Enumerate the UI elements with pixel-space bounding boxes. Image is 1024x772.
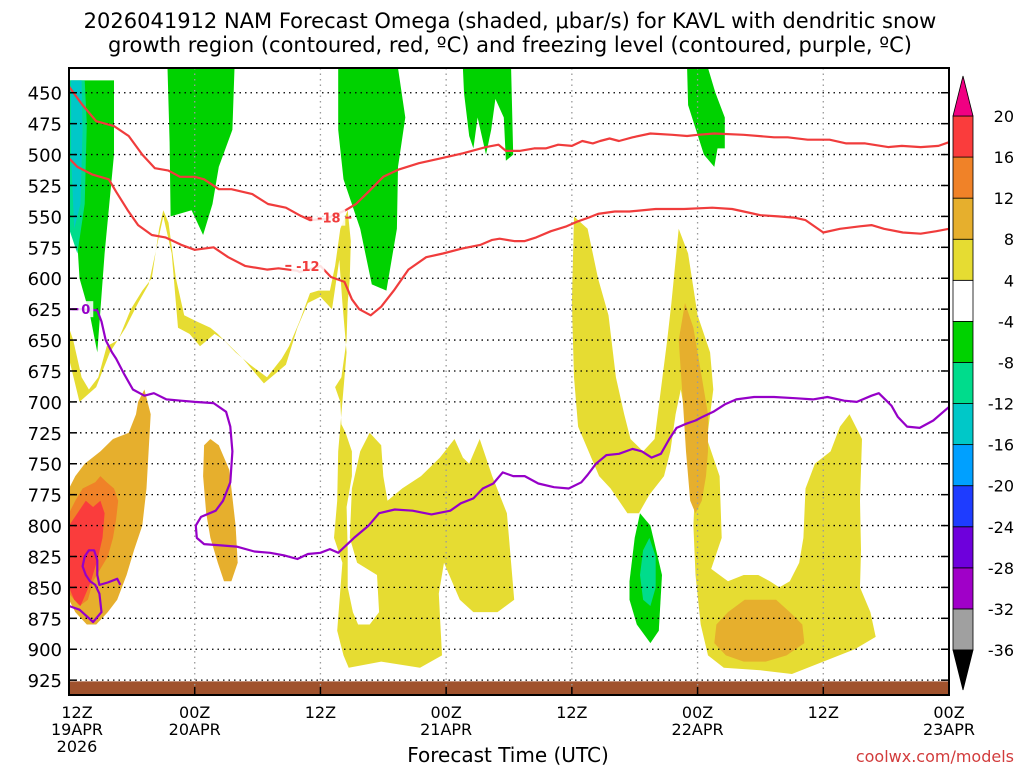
y-tick-label: 800	[28, 517, 62, 538]
colorbar-bin-2	[952, 526, 974, 569]
contour-dgz-minus18-upper	[69, 85, 949, 222]
x-tick-label-1: 00Z	[682, 703, 713, 722]
y-tick-label: 550	[28, 207, 62, 228]
pressure-axis: 450 475 500 525 550 575 600 625 650 675 700 725 750 7…	[28, 84, 949, 692]
y-tick-label: 850	[28, 578, 62, 599]
colorbar-bin-11	[952, 156, 974, 199]
y-tick-label: 500	[28, 146, 62, 167]
contour-label-bg-freezing-level-0	[78, 301, 94, 318]
x-tick-label-1: 12Z	[61, 703, 92, 722]
grid	[69, 68, 949, 695]
colorbar-bin-7	[952, 320, 974, 363]
x-tick-label-2: 21APR	[420, 720, 472, 739]
x-tick-label-2: 22APR	[672, 720, 724, 739]
plot-frame	[68, 67, 950, 696]
y-tick-label: 900	[28, 640, 62, 661]
colorbar-label: 12	[994, 189, 1014, 208]
colorbar-bin-10	[952, 197, 974, 240]
y-tick-label: 625	[28, 300, 62, 321]
contour-label-bg-dgz-minus18-upper	[312, 209, 346, 226]
y-tick-label: 825	[28, 547, 62, 568]
y-tick-label: 675	[28, 362, 62, 383]
contour-freezing-level-0-loop	[69, 549, 122, 624]
colorbar-label: -36	[988, 641, 1014, 660]
colorbar-bin-4	[952, 444, 974, 487]
x-tick-label-1: 12Z	[808, 703, 839, 722]
colorbar-label: 4	[1004, 271, 1014, 290]
colorbar-label: -8	[998, 353, 1014, 372]
colorbar-bin-8	[952, 279, 974, 322]
contour-dgz-minus12-lower	[69, 157, 949, 317]
omega-region-4-10	[571, 216, 876, 674]
x-tick-label-1: 00Z	[430, 703, 461, 722]
colorbar-label: -4	[998, 312, 1014, 331]
omega-region--4-3	[167, 68, 235, 235]
contour-freezing-level-0	[69, 308, 949, 561]
omega-region-4-9	[69, 210, 515, 668]
colorbar-top-triangle	[952, 75, 974, 117]
x-tick-label-1: 12Z	[305, 703, 336, 722]
colorbar-label: -12	[988, 395, 1014, 414]
y-tick-label: 700	[28, 393, 62, 414]
contour-label-dgz-minus12-lower: -12	[296, 260, 320, 275]
colorbar-label: -24	[988, 518, 1014, 537]
omega-region-ground-17	[69, 681, 949, 695]
x-tick-label-1: 12Z	[556, 703, 587, 722]
chart-title-line2: growth region (contoured, red, ºC) and f…	[108, 33, 912, 57]
x-tick-label-2: 20APR	[169, 720, 221, 739]
colorbar-label: 16	[994, 148, 1014, 167]
colorbar-bin-3	[952, 485, 974, 528]
omega-region--8-8	[640, 537, 656, 606]
y-tick-label: 750	[28, 455, 62, 476]
colorbar-bin-5	[952, 403, 974, 446]
colorbar-bottom-triangle	[952, 649, 974, 691]
credit-text: coolwx.com/models	[856, 747, 1014, 766]
x-tick-label-2: 23APR	[923, 720, 975, 739]
colorbar-bin-1	[952, 567, 974, 610]
colorbar-label: -16	[988, 436, 1014, 455]
x-tick-label-2: 19APR	[51, 720, 103, 739]
omega-region-8-15	[678, 303, 708, 514]
chart-title-line1: 2026041912 NAM Forecast Omega (shaded, μ…	[84, 9, 937, 33]
y-tick-label: 525	[28, 176, 62, 197]
colorbar: 20 16 12 8 4 -4 -8 -12 -16 -20 -24 -28 -32 -36	[952, 75, 1014, 691]
omega-region-8-16	[714, 599, 805, 662]
contour-lines	[69, 85, 949, 624]
colorbar-label: -28	[988, 559, 1014, 578]
y-tick-label: 600	[28, 269, 62, 290]
y-tick-label: 725	[28, 424, 62, 445]
y-tick-label: 575	[28, 238, 62, 259]
x-tick-label-1: 00Z	[179, 703, 210, 722]
y-tick-label: 775	[28, 486, 62, 507]
contour-label-bg-dgz-minus12-lower	[291, 257, 325, 274]
colorbar-label: 8	[1004, 230, 1014, 249]
omega-shading	[69, 68, 949, 695]
colorbar-bin-0	[952, 608, 974, 651]
contour-label-dgz-minus18-upper: -18	[317, 212, 341, 227]
y-tick-label: 875	[28, 609, 62, 630]
x-tick-label-1: 00Z	[933, 703, 964, 722]
x-tick-label-3: 2026	[57, 737, 98, 756]
y-tick-label: 450	[28, 84, 62, 105]
y-tick-label: 475	[28, 115, 62, 136]
colorbar-bin-12	[952, 115, 974, 158]
y-tick-label: 925	[28, 671, 62, 692]
y-tick-label: 650	[28, 331, 62, 352]
x-axis-label: Forecast Time (UTC)	[407, 743, 609, 767]
contour-labels: -18 -12 0	[72, 209, 352, 318]
colorbar-bin-6	[952, 362, 974, 404]
contour-label-freezing-level-0: 0	[81, 303, 90, 318]
colorbar-bin-9	[952, 238, 974, 281]
colorbar-label: -32	[988, 600, 1014, 619]
omega-region--4-5	[462, 68, 514, 161]
colorbar-label: 20	[994, 107, 1014, 126]
colorbar-label: -20	[988, 477, 1014, 496]
